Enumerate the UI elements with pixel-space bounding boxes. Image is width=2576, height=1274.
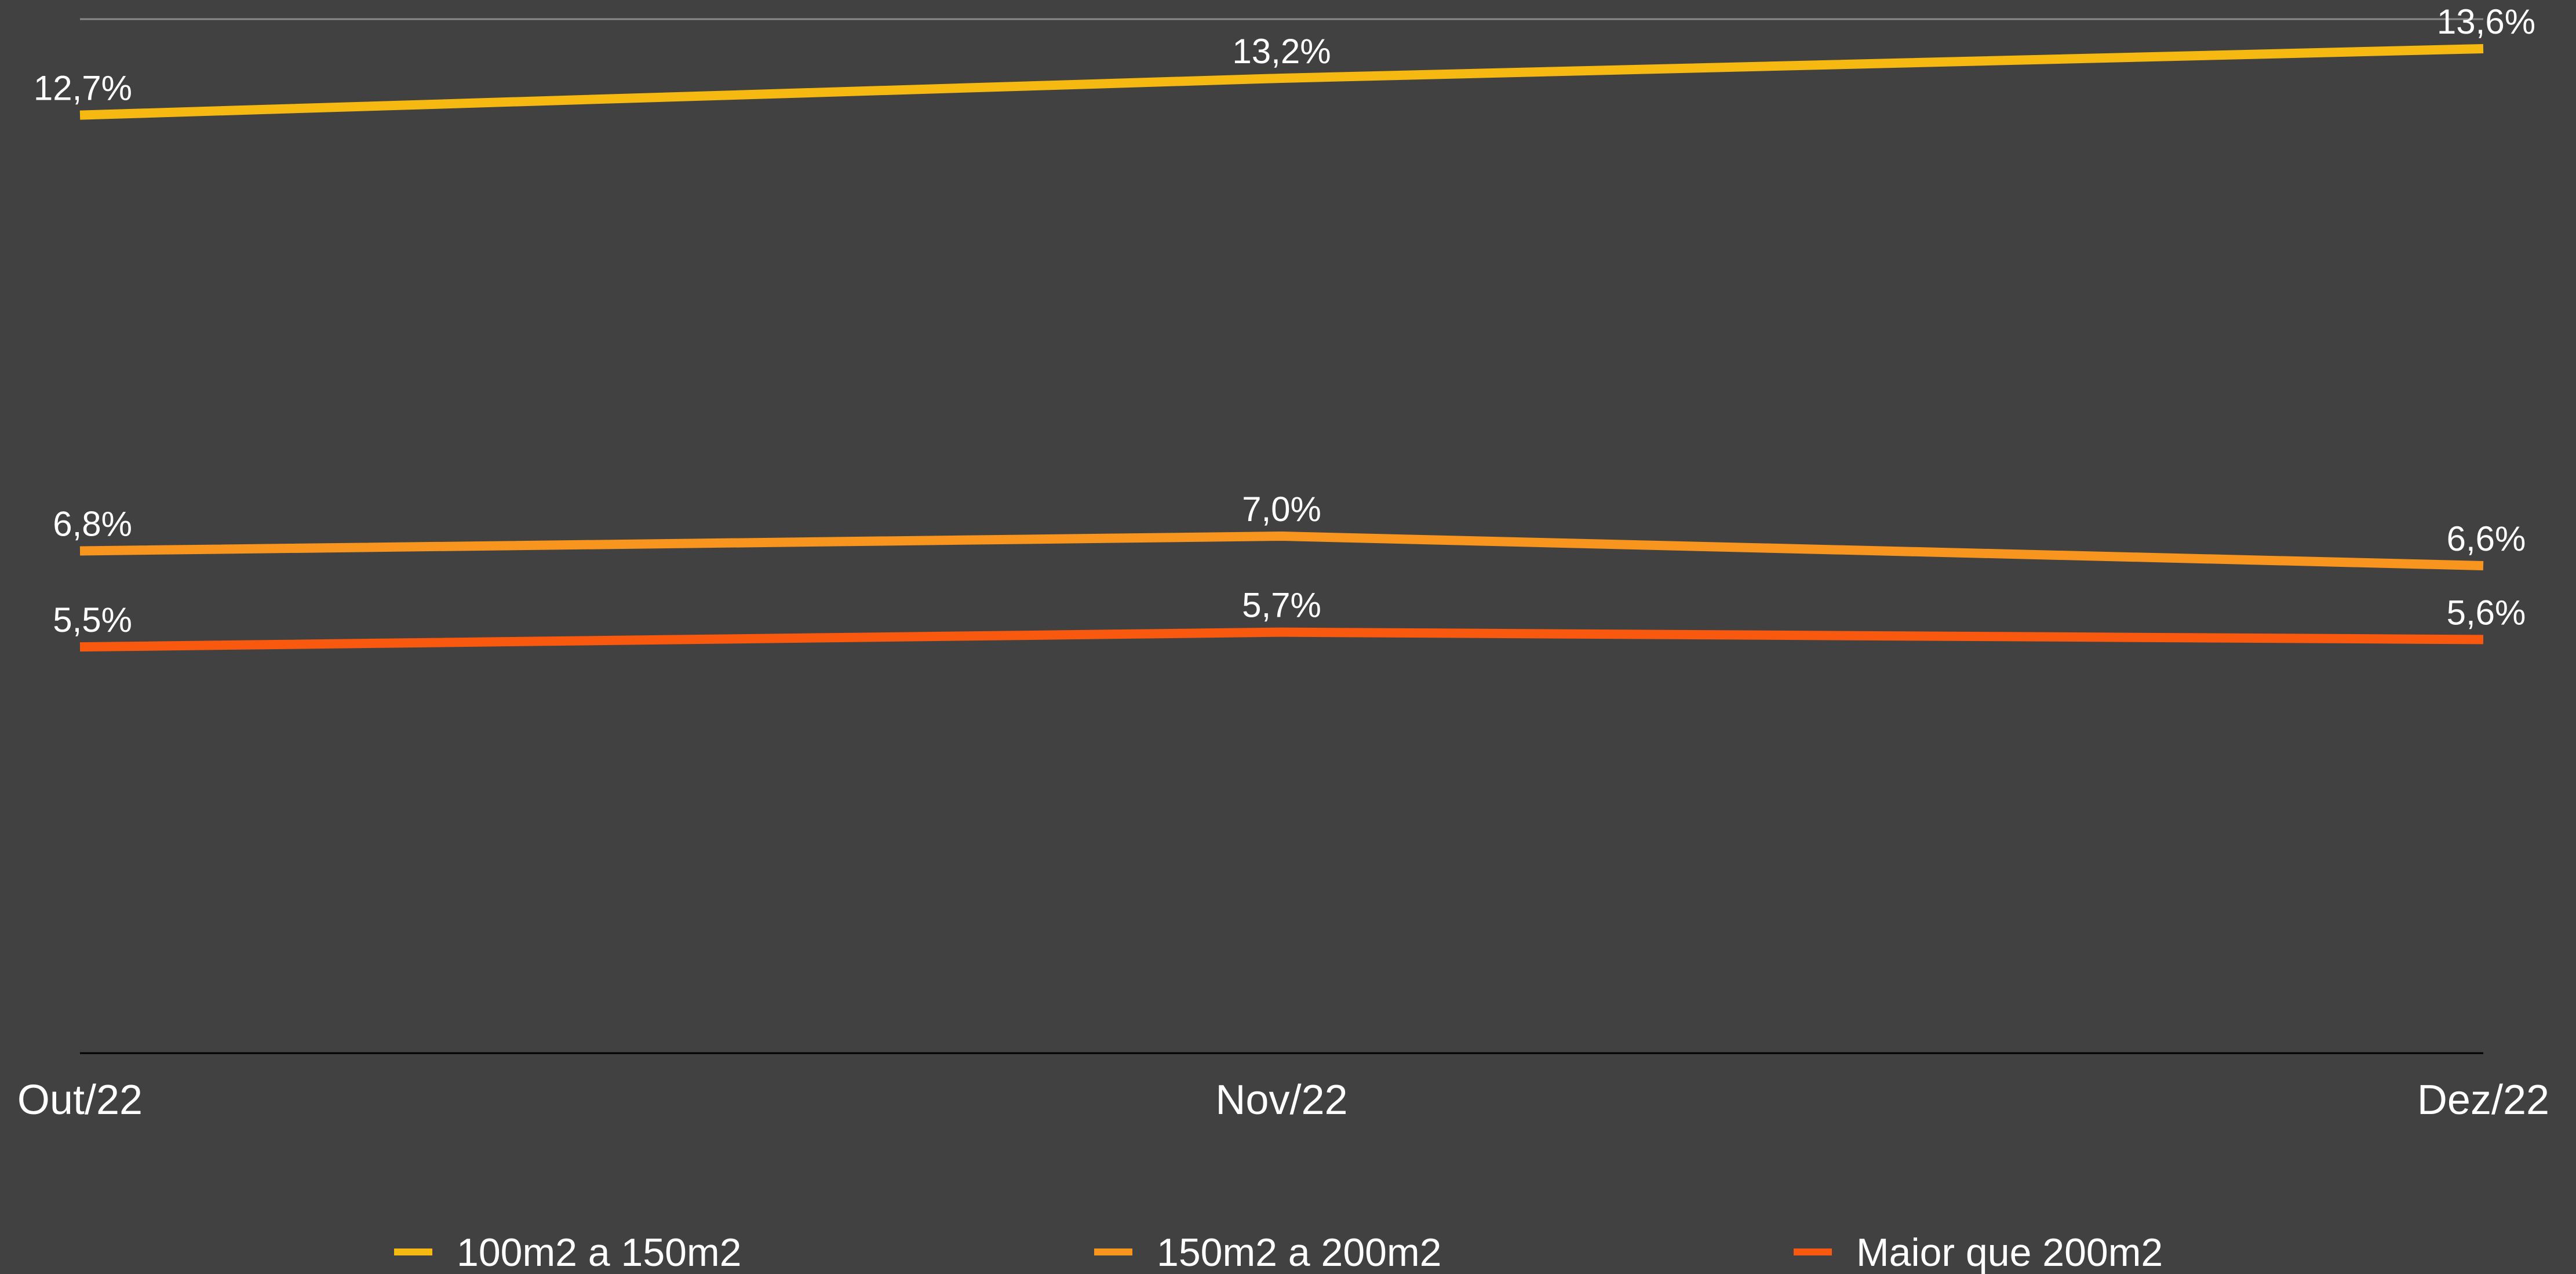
legend-label: Maior que 200m2: [1856, 1231, 2163, 1274]
data-label: 6,8%: [53, 504, 132, 543]
legend-label: 100m2 a 150m2: [457, 1231, 741, 1274]
series-line-maior-que-200m2: [79, 627, 2484, 652]
x-tick-labels: Out/22 Nov/22 Dez/22: [17, 1077, 2549, 1123]
legend-item: Maior que 200m2: [1794, 1231, 2163, 1274]
legend-item: 150m2 a 200m2: [1094, 1231, 1441, 1274]
series-layer: [79, 43, 2484, 652]
x-tick-label: Dez/22: [2417, 1077, 2549, 1123]
series-line-100m2-a-150m2: [79, 43, 2484, 120]
series-line-150m2-a-200m2: [79, 532, 2484, 570]
data-labels-layer: 12,7% 13,2% 13,6% 6,8% 7,0% 6,6% 5,5% 5,7% 5,6%: [34, 2, 2535, 639]
legend: 100m2 a 150m2 150m2 a 200m2 Maior que 200m…: [394, 1231, 2163, 1274]
x-tick-label: Nov/22: [1215, 1077, 1347, 1123]
legend-label: 150m2 a 200m2: [1157, 1231, 1441, 1274]
data-label: 5,5%: [53, 600, 132, 639]
data-label: 6,6%: [2447, 519, 2526, 558]
x-tick-label: Out/22: [17, 1077, 143, 1123]
data-label: 12,7%: [34, 69, 132, 108]
legend-item: 100m2 a 150m2: [394, 1231, 741, 1274]
data-label: 5,7%: [1242, 586, 1321, 625]
data-label: 13,2%: [1232, 32, 1331, 71]
data-label: 5,6%: [2447, 593, 2526, 632]
data-label: 7,0%: [1242, 490, 1321, 529]
data-label: 13,6%: [2437, 2, 2535, 41]
